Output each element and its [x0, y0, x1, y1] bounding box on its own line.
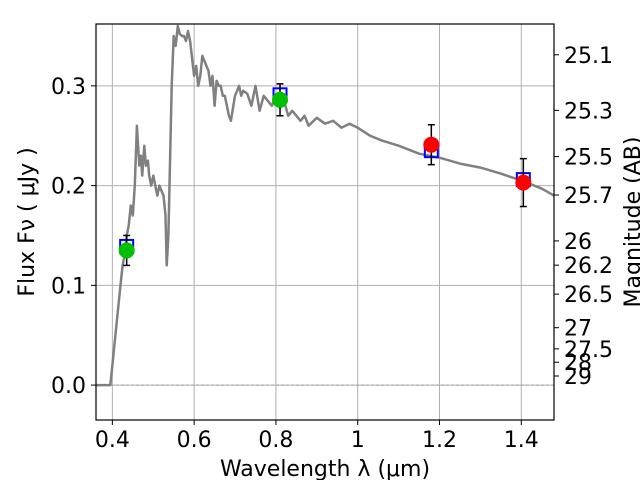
- y-tick-label: 0.0: [51, 374, 86, 399]
- x-axis-ticks: 0.4 0.6 0.8 1 1.2 1.4: [95, 420, 539, 453]
- magnitude-tick-label: 26: [564, 230, 592, 255]
- magnitude-tick-label: 25.5: [564, 146, 613, 171]
- x-tick-label: 1.2: [422, 428, 457, 453]
- magnitude-tick-label: 26.2: [564, 254, 613, 279]
- right-axis-label: Magnitude (AB): [621, 137, 640, 308]
- x-axis-label: Wavelength λ (μm): [220, 457, 430, 480]
- x-tick-label: 0.8: [258, 428, 293, 453]
- observed-photometry-group: [118, 83, 532, 267]
- magnitude-tick-label: 29: [564, 365, 592, 390]
- y-tick-label: 0.1: [51, 274, 86, 299]
- observed-flux-point: [272, 91, 289, 108]
- plot-frame: [95, 23, 555, 421]
- sed-model-line: [96, 24, 555, 387]
- observed-flux-point: [423, 136, 440, 153]
- y-axis-ticks: 0.0 0.1 0.2 0.3: [51, 75, 96, 399]
- x-tick-label: 0.4: [95, 428, 130, 453]
- observed-flux-point: [515, 174, 532, 191]
- y-axis-label: Flux Fν ( μJy ): [15, 147, 40, 296]
- magnitude-tick-label: 28: [564, 351, 592, 376]
- y-tick-label: 0.3: [51, 75, 86, 100]
- magnitude-tick-label: 25.7: [564, 184, 613, 209]
- magnitude-tick-label: 27.5: [564, 338, 613, 363]
- x-tick-label: 0.6: [177, 428, 212, 453]
- observed-flux-point: [118, 242, 135, 259]
- magnitude-tick-label: 25.1: [564, 44, 613, 69]
- y-tick-label: 0.2: [51, 175, 86, 200]
- x-tick-label: 1.4: [504, 428, 539, 453]
- sed-model-group: [96, 24, 555, 387]
- x-tick-label: 1: [351, 428, 365, 453]
- magnitude-tick-label: 27: [564, 317, 592, 342]
- magnitude-tick-label: 26.5: [564, 283, 613, 308]
- magnitude-tick-label: 25.3: [564, 99, 613, 124]
